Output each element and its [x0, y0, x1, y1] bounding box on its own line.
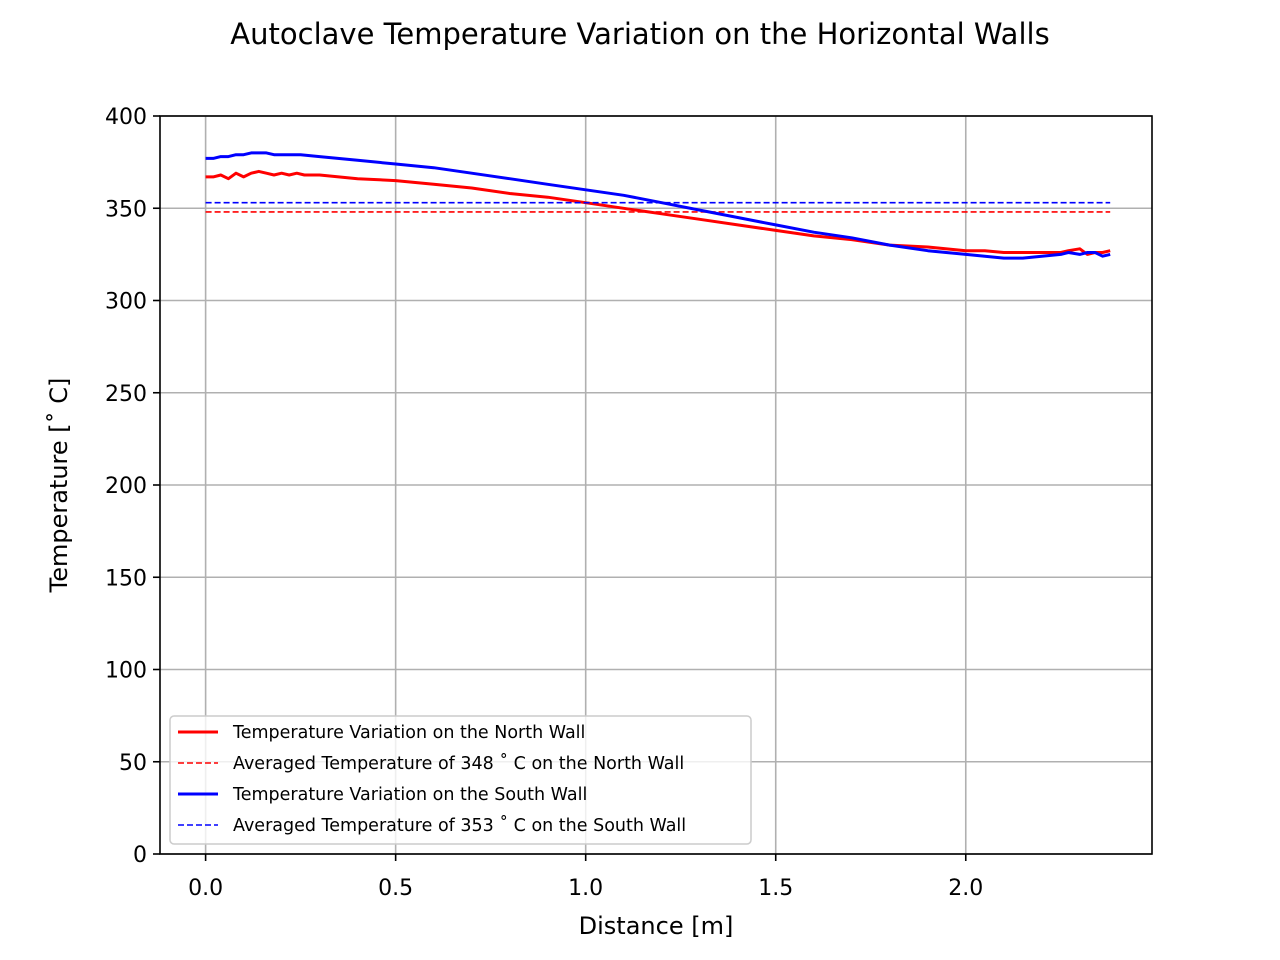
y-tick-label: 300 [105, 290, 147, 315]
y-tick-label: 200 [105, 474, 147, 499]
y-tick-label: 350 [105, 197, 147, 222]
x-tick-label: 1.0 [568, 876, 603, 901]
legend-entry-label: Temperature Variation on the South Wall [232, 785, 587, 805]
chart-title: Autoclave Temperature Variation on the H… [230, 17, 1049, 51]
series-layer [205, 151, 1111, 260]
y-tick-label: 250 [105, 382, 147, 407]
x-axis-label: Distance [m] [579, 912, 734, 940]
y-tick-label: 0 [133, 843, 147, 868]
legend-entry-label: Temperature Variation on the North Wall [232, 723, 585, 743]
y-axis-label: Temperature [˚ C] [45, 378, 73, 594]
legend-frame [169, 715, 752, 845]
y-axis: 0 50 100 150 200 250 300 350 400 [105, 105, 160, 868]
legend: Temperature Variation on the North Wall A… [169, 715, 752, 845]
x-axis: 0.0 0.5 1.0 1.5 2.0 [188, 854, 983, 901]
legend-entry-label: Averaged Temperature of 348 ˚ C on the N… [233, 753, 684, 774]
y-tick-label: 400 [105, 105, 147, 130]
y-tick-label: 50 [119, 751, 147, 776]
x-tick-label: 0.5 [378, 876, 413, 901]
y-tick-label: 150 [105, 566, 147, 591]
temperature-line-series-2 [205, 151, 1111, 260]
legend-entry-label: Averaged Temperature of 353 ˚ C on the S… [233, 815, 686, 836]
temperature-line-series-0 [205, 169, 1111, 256]
y-tick-label: 100 [105, 659, 147, 684]
x-tick-label: 1.5 [758, 876, 793, 901]
x-tick-label: 0.0 [188, 876, 223, 901]
x-tick-label: 2.0 [948, 876, 983, 901]
